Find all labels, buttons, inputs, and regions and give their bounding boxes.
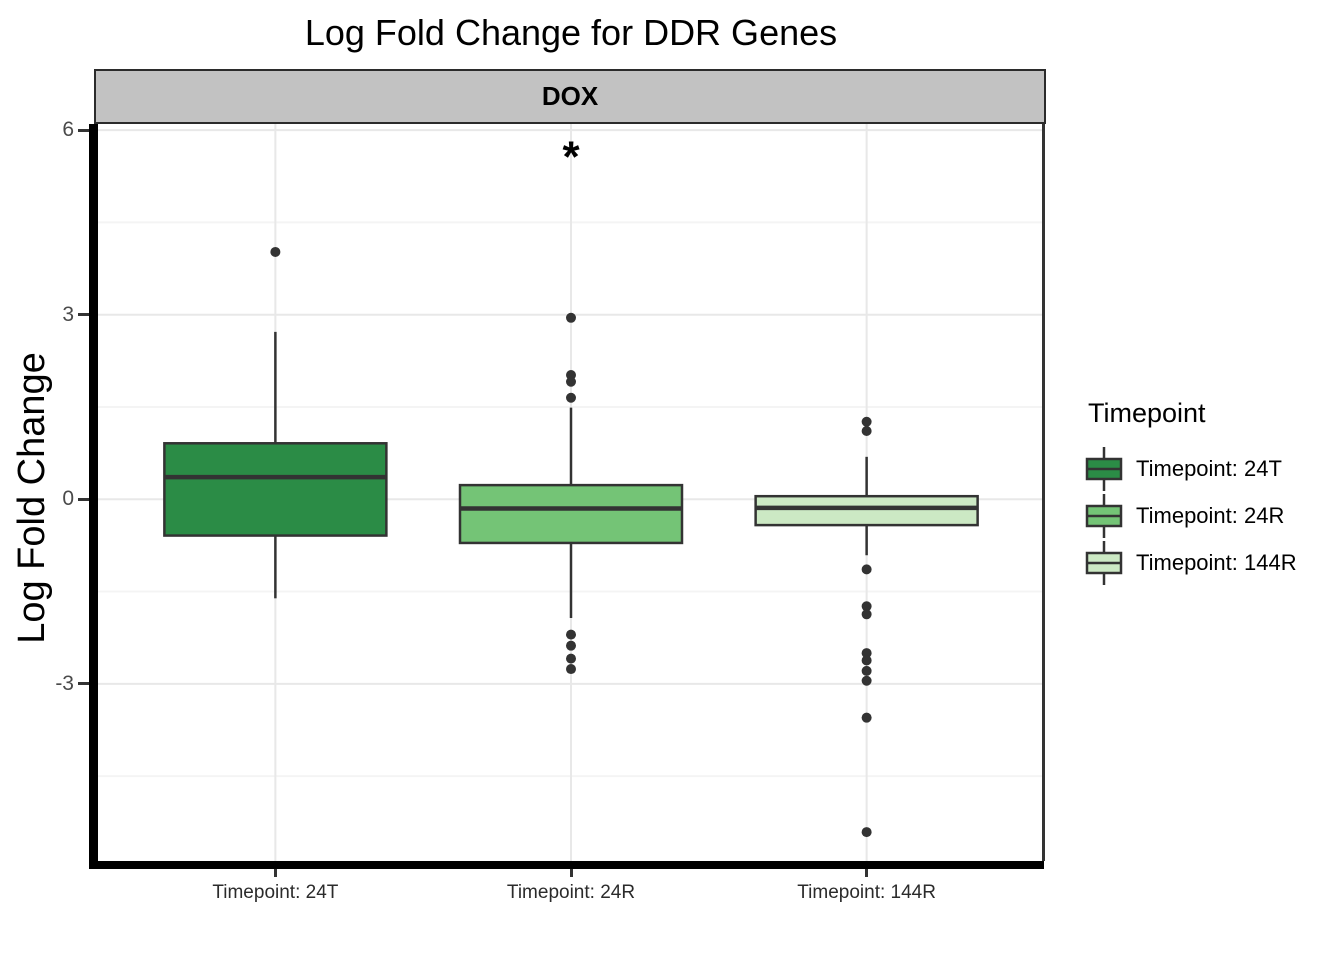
plot-panel: *: [98, 124, 1044, 861]
legend-entry-label: Timepoint: 24T: [1136, 455, 1282, 481]
outlier-point-Timepoint: 144R: [861, 564, 872, 575]
outlier-point-Timepoint: 24R: [566, 653, 576, 664]
outlier-point-Timepoint: 144R: [861, 648, 872, 659]
legend-entry-label: Timepoint: 144R: [1136, 549, 1297, 575]
x-tick-mark: [865, 869, 869, 877]
panel-right-border: [1042, 124, 1045, 861]
box-Timepoint: 24R: [458, 483, 684, 545]
facet-strip-dox: DOX: [94, 69, 1046, 124]
x-tick-mark: [273, 869, 277, 877]
outlier-point-Timepoint: 24R: [566, 376, 576, 387]
y-tick-mark: [78, 497, 89, 501]
outlier-point-Timepoint: 24R: [566, 629, 576, 640]
x-tick-label: Timepoint: 24R: [506, 882, 636, 903]
y-tick-mark: [78, 313, 89, 317]
y-tick-mark: [78, 682, 89, 686]
y-tick-label: 3: [62, 302, 74, 326]
legend-entry: Timepoint: 24R: [1084, 492, 1334, 539]
outlier-point-Timepoint: 144R: [861, 609, 872, 620]
box-Timepoint: 144R: [754, 494, 979, 527]
outlier-point-Timepoint: 144R: [861, 601, 872, 612]
outlier-point-Timepoint: 144R: [861, 827, 872, 838]
outlier-point-Timepoint: 144R: [861, 425, 872, 436]
y-axis-title: Log Fold Change: [11, 352, 53, 644]
y-tick-label: 0: [62, 487, 74, 511]
y-tick-mark: [78, 128, 89, 132]
legend-entries: Timepoint: 24T Timepoint: 24R Timepoint: 1…: [1084, 445, 1334, 586]
outlier-point-Timepoint: 144R: [861, 712, 872, 723]
box-Timepoint: 24T: [163, 442, 388, 537]
outlier-point-Timepoint: 144R: [861, 675, 872, 686]
facet-strip-label: DOX: [541, 81, 599, 111]
boxplot-canvas: *: [98, 124, 1044, 861]
plot-title: Log Fold Change for DDR Genes: [304, 12, 838, 53]
significance-asterisk: *: [562, 133, 580, 182]
x-tick-mark: [569, 869, 573, 877]
legend-key-boxplot-icon: [1085, 493, 1123, 538]
legend-entry-label: Timepoint: 24R: [1136, 502, 1285, 528]
legend-title: Timepoint: [1088, 398, 1206, 428]
legend-entry: Timepoint: 24T: [1084, 445, 1334, 492]
legend: Timepoint Timepoint: 24T Timepoint: 24R Ti…: [1084, 398, 1334, 586]
x-tick-label: Timepoint: 24T: [212, 882, 339, 903]
legend-entry: Timepoint: 144R: [1084, 539, 1334, 586]
outlier-point-Timepoint: 24R: [566, 640, 576, 651]
legend-key-boxplot-icon: [1085, 446, 1123, 491]
y-tick-label: -3: [55, 671, 74, 695]
outlier-point-Timepoint: 144R: [861, 655, 872, 666]
outlier-point-Timepoint: 24R: [566, 312, 576, 323]
y-axis-line: [89, 124, 98, 869]
legend-key-boxplot-icon: [1085, 540, 1123, 585]
outlier-point-Timepoint: 24T: [270, 246, 281, 257]
y-tick-label: 6: [62, 118, 74, 142]
outlier-point-Timepoint: 24R: [566, 664, 576, 675]
x-tick-label: Timepoint: 144R: [797, 882, 936, 903]
x-axis-line: [89, 861, 1044, 869]
outlier-point-Timepoint: 24R: [566, 392, 576, 403]
outlier-point-Timepoint: 144R: [861, 416, 872, 427]
outlier-point-Timepoint: 144R: [861, 665, 872, 676]
